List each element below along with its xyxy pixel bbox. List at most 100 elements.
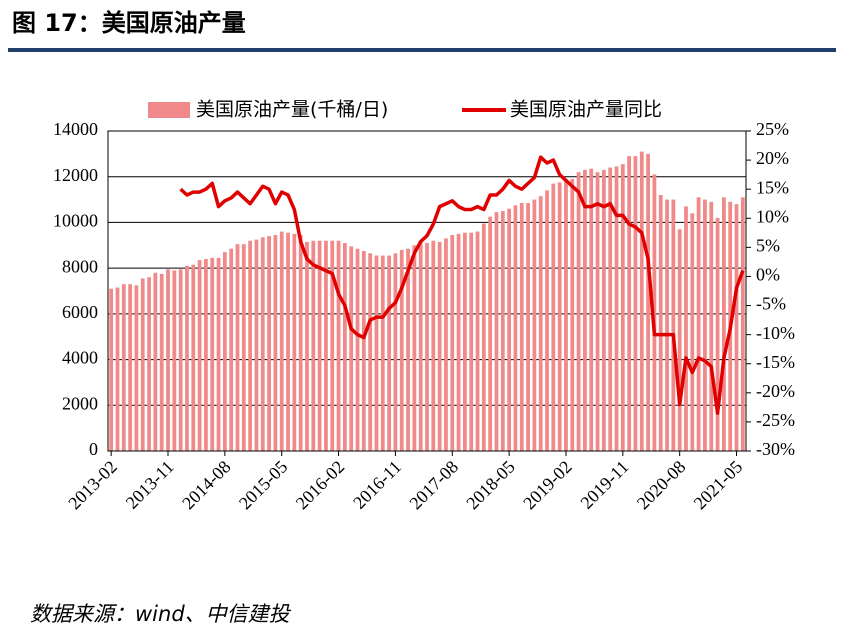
bar	[324, 240, 328, 451]
bar	[210, 257, 215, 451]
bar	[538, 196, 543, 451]
bar	[513, 205, 518, 451]
x-tick-label: 2019-11	[576, 457, 632, 513]
y-tick-label: 12000	[53, 165, 98, 185]
bar	[425, 243, 429, 451]
y2-tick-label: 25%	[756, 119, 789, 139]
bar	[576, 172, 581, 451]
bar	[216, 257, 221, 451]
bar	[399, 249, 404, 451]
bar	[526, 203, 530, 451]
y2-tick-label: 20%	[756, 148, 789, 168]
bar	[355, 248, 360, 451]
bar	[633, 156, 638, 451]
bar	[652, 174, 657, 451]
bar	[500, 211, 505, 451]
x-tick-label: 2015-05	[235, 457, 292, 514]
bar	[519, 203, 524, 451]
x-tick-label: 2013-02	[64, 457, 121, 514]
bar	[431, 240, 436, 451]
bar	[418, 241, 423, 451]
y2-tick-label: 0%	[756, 265, 780, 285]
bar	[494, 212, 499, 451]
legend-label: 美国原油产量同比	[510, 99, 662, 121]
bar	[646, 153, 650, 451]
plot-frame	[107, 130, 747, 452]
bar	[665, 199, 669, 451]
bar	[172, 270, 177, 451]
bar	[204, 259, 208, 451]
bar	[551, 183, 556, 452]
bar	[734, 204, 739, 451]
bar	[286, 232, 290, 451]
bar	[557, 182, 562, 451]
bar	[620, 164, 625, 451]
bar	[273, 235, 278, 451]
bar	[412, 245, 417, 451]
y-tick-label: 10000	[53, 211, 98, 231]
bar	[684, 206, 688, 451]
x-tick-label: 2021-05	[690, 457, 747, 514]
bar	[222, 252, 227, 451]
x-tick-label: 2017-08	[405, 457, 462, 514]
bar	[380, 255, 385, 451]
bar	[595, 172, 600, 451]
bar	[128, 284, 133, 451]
bar	[393, 253, 398, 451]
y-tick-label: 2000	[62, 393, 98, 413]
x-tick-label: 2014-08	[178, 457, 235, 514]
bar	[690, 213, 695, 451]
bar	[583, 169, 587, 451]
bar	[279, 231, 284, 451]
bar	[677, 229, 682, 451]
bar	[254, 239, 259, 451]
bar	[564, 180, 568, 451]
bar	[570, 179, 575, 451]
bar	[248, 240, 253, 451]
bar	[507, 208, 512, 451]
bar	[109, 288, 114, 451]
x-tick-label: 2019-02	[519, 457, 576, 514]
y2-tick-label: -25%	[756, 410, 795, 430]
bar	[166, 269, 170, 451]
bar	[115, 287, 120, 451]
y-tick-label: 4000	[62, 348, 98, 368]
bar	[608, 167, 613, 452]
bar	[349, 246, 354, 451]
bar	[463, 232, 467, 451]
bar	[721, 197, 726, 451]
bar	[342, 243, 347, 451]
y2-tick-label: -30%	[756, 439, 795, 459]
source-note: 数据来源：wind、中信建投	[30, 602, 292, 626]
x-tick-label: 2020-08	[633, 457, 690, 514]
bar	[191, 264, 196, 451]
bar	[715, 217, 720, 451]
y2-tick-label: -10%	[756, 323, 795, 343]
bar	[260, 237, 265, 451]
chart-title: 图 17：美国原油产量	[12, 9, 246, 37]
x-tick-label: 2013-11	[122, 457, 178, 513]
line-series	[179, 155, 745, 415]
bar	[444, 238, 448, 451]
y2-tick-label: 10%	[756, 206, 789, 226]
y-tick-label: 8000	[62, 256, 98, 276]
bar	[147, 277, 151, 451]
bar	[153, 272, 158, 451]
y2-tick-label: -20%	[756, 381, 795, 401]
bar	[532, 199, 537, 451]
bar	[740, 197, 745, 451]
bar	[267, 236, 271, 451]
bar	[545, 190, 549, 451]
bar	[178, 269, 183, 451]
bar	[361, 251, 366, 451]
x-tick-label: 2016-11	[349, 457, 405, 513]
y2-tick-label: -15%	[756, 352, 795, 372]
bar	[159, 273, 164, 451]
bar	[406, 248, 410, 451]
bar	[639, 151, 644, 452]
bar	[601, 169, 606, 451]
legend-label: 美国原油产量(千桶/日)	[196, 99, 388, 121]
bar	[671, 199, 676, 451]
bar	[658, 195, 663, 451]
